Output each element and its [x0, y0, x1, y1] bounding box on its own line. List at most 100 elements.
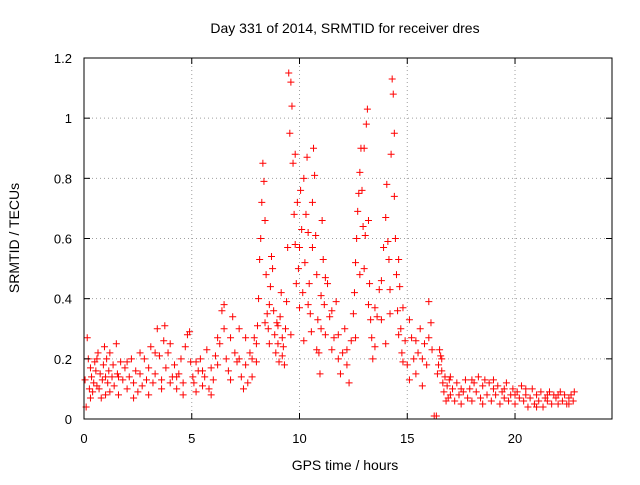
data-point — [186, 328, 194, 336]
data-point — [287, 331, 295, 339]
data-point — [218, 307, 226, 315]
data-point — [377, 277, 385, 285]
data-point — [231, 349, 239, 357]
data-point — [311, 171, 319, 179]
data-point — [380, 244, 388, 252]
data-point — [526, 394, 534, 402]
data-point — [356, 271, 364, 279]
data-point — [119, 376, 127, 384]
x-tick-label: 20 — [508, 431, 522, 446]
data-point — [502, 379, 510, 387]
data-point — [436, 346, 444, 354]
data-point — [214, 334, 222, 342]
data-point — [147, 343, 155, 351]
data-point — [479, 400, 487, 408]
data-point — [399, 304, 407, 312]
data-point — [280, 361, 288, 369]
data-point — [117, 358, 125, 366]
data-point — [453, 379, 461, 387]
data-point — [291, 241, 299, 249]
data-point — [199, 367, 207, 375]
data-point — [260, 177, 268, 185]
data-point — [263, 310, 271, 318]
data-point — [301, 259, 309, 267]
data-point — [398, 349, 406, 357]
data-point — [492, 391, 500, 399]
data-point — [313, 346, 321, 354]
y-tick-label: 0 — [65, 412, 72, 427]
data-point — [304, 301, 312, 309]
data-point — [528, 385, 536, 393]
data-point — [533, 403, 541, 411]
data-point — [330, 334, 338, 342]
data-point — [130, 379, 138, 387]
data-point — [166, 340, 174, 348]
data-point — [543, 391, 551, 399]
data-point — [461, 376, 469, 384]
data-point — [336, 370, 344, 378]
data-point — [375, 286, 383, 294]
data-point — [489, 376, 497, 384]
data-point — [299, 289, 307, 297]
data-point — [382, 213, 390, 221]
data-point — [403, 361, 411, 369]
data-point — [394, 307, 402, 315]
data-point — [361, 231, 369, 239]
data-point — [397, 325, 405, 333]
data-point — [382, 340, 390, 348]
data-point — [98, 376, 106, 384]
data-point — [181, 343, 189, 351]
data-point — [106, 388, 114, 396]
data-point — [203, 346, 211, 354]
data-point — [310, 144, 318, 152]
data-point — [362, 120, 370, 128]
data-point — [395, 256, 403, 264]
data-point — [569, 397, 577, 405]
data-point — [248, 355, 256, 363]
data-point — [136, 349, 144, 357]
data-point — [416, 325, 424, 333]
data-point — [97, 394, 105, 402]
data-point — [321, 274, 329, 282]
data-point — [567, 391, 575, 399]
data-point — [95, 385, 103, 393]
data-point — [296, 304, 304, 312]
data-point — [278, 352, 286, 360]
data-point — [102, 373, 110, 381]
x-tick-label: 5 — [188, 431, 195, 446]
data-point — [123, 385, 131, 393]
data-point — [158, 385, 166, 393]
data-point — [214, 361, 222, 369]
data-point — [300, 174, 308, 182]
data-point — [121, 364, 129, 372]
data-point — [261, 216, 269, 224]
data-point — [259, 159, 267, 167]
data-point — [158, 376, 166, 384]
data-point — [360, 144, 368, 152]
data-point — [244, 379, 252, 387]
data-point — [297, 186, 305, 194]
data-point — [367, 316, 375, 324]
data-point — [485, 379, 493, 387]
data-point — [304, 228, 312, 236]
data-point — [343, 361, 351, 369]
data-point — [369, 355, 377, 363]
data-point — [110, 382, 118, 390]
data-point — [438, 355, 446, 363]
data-point — [477, 394, 485, 402]
data-point — [86, 394, 94, 402]
data-point — [258, 198, 266, 206]
data-point — [209, 376, 217, 384]
data-point — [457, 400, 465, 408]
data-point — [283, 298, 291, 306]
data-point — [103, 355, 111, 363]
data-point — [114, 373, 122, 381]
data-point — [390, 192, 398, 200]
data-point — [275, 358, 283, 366]
data-point — [324, 280, 332, 288]
data-point — [414, 349, 422, 357]
data-point — [318, 216, 326, 224]
data-point — [328, 346, 336, 354]
data-point — [412, 337, 420, 345]
data-point — [89, 388, 97, 396]
